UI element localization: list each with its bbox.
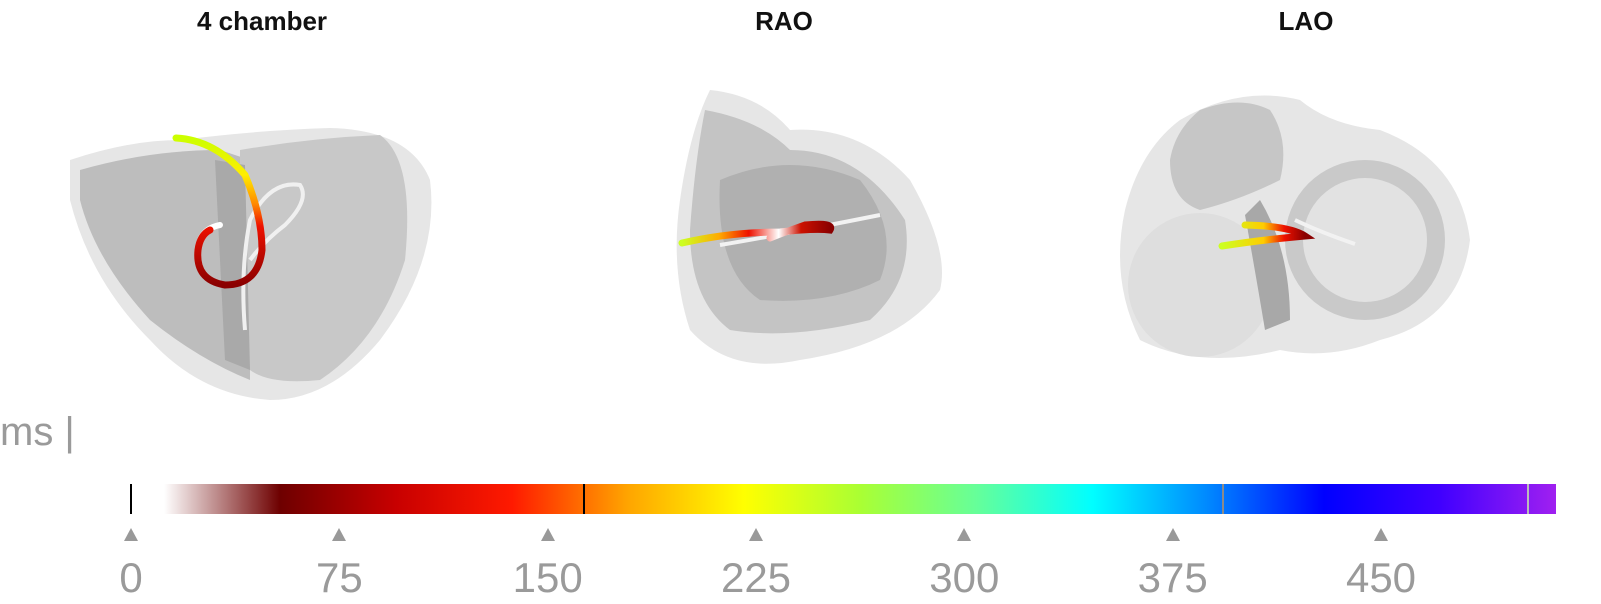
colorbar-tick-triangle (1374, 528, 1388, 541)
view-title-lao: LAO (1278, 6, 1334, 36)
colorbar-gradient (164, 484, 1556, 514)
heart-4-chamber[interactable] (60, 110, 450, 410)
heart-lao[interactable] (1110, 80, 1490, 380)
view-title-rao: RAO (755, 6, 813, 36)
colorbar-marker-line (1221, 484, 1224, 514)
ventricle-left (80, 150, 250, 380)
colorbar-tick-triangle (540, 528, 555, 541)
atrium-shape (1170, 102, 1284, 210)
colorbar-tick-label: 375 (1137, 554, 1208, 601)
colorbar-tick-triangle (1165, 528, 1180, 541)
colorbar-tick-label: 225 (720, 554, 792, 601)
colorbar-tick-label: 450 (1345, 554, 1417, 601)
catheter-white-loop (241, 182, 305, 331)
colorbar-unit-label: ms | (0, 410, 75, 454)
colorbar-tick-label: 0 (119, 554, 143, 601)
activation-path-rao (678, 220, 835, 247)
activation-path-lao (1218, 221, 1316, 250)
septum-lao (1245, 200, 1290, 330)
colorbar-tick-label: 300 (929, 554, 1000, 601)
colorbar-tick-triangle (332, 528, 347, 541)
colorbar-marker-line (1527, 484, 1530, 514)
activation-path-4-chamber (172, 134, 266, 289)
colorbar-tick-triangle (749, 528, 763, 541)
colorbar-marker-line (130, 484, 132, 514)
colorbar-tick-triangle (957, 528, 972, 541)
colorbar-marker-line (582, 484, 585, 514)
colorbar-tick-triangle (124, 528, 138, 541)
septum (215, 160, 250, 370)
right-ventricle-disc (1128, 213, 1272, 357)
catheter-white-lao (1294, 218, 1356, 246)
colorbar-tick-label: 75 (315, 554, 363, 601)
view-title-4-chamber: 4 chamber (196, 6, 328, 36)
left-ventricle-ring-inner (1303, 178, 1427, 302)
ventricle-right (240, 135, 408, 382)
colorbar-tick-label: 150 (512, 554, 583, 601)
heart-rao[interactable] (668, 85, 958, 380)
